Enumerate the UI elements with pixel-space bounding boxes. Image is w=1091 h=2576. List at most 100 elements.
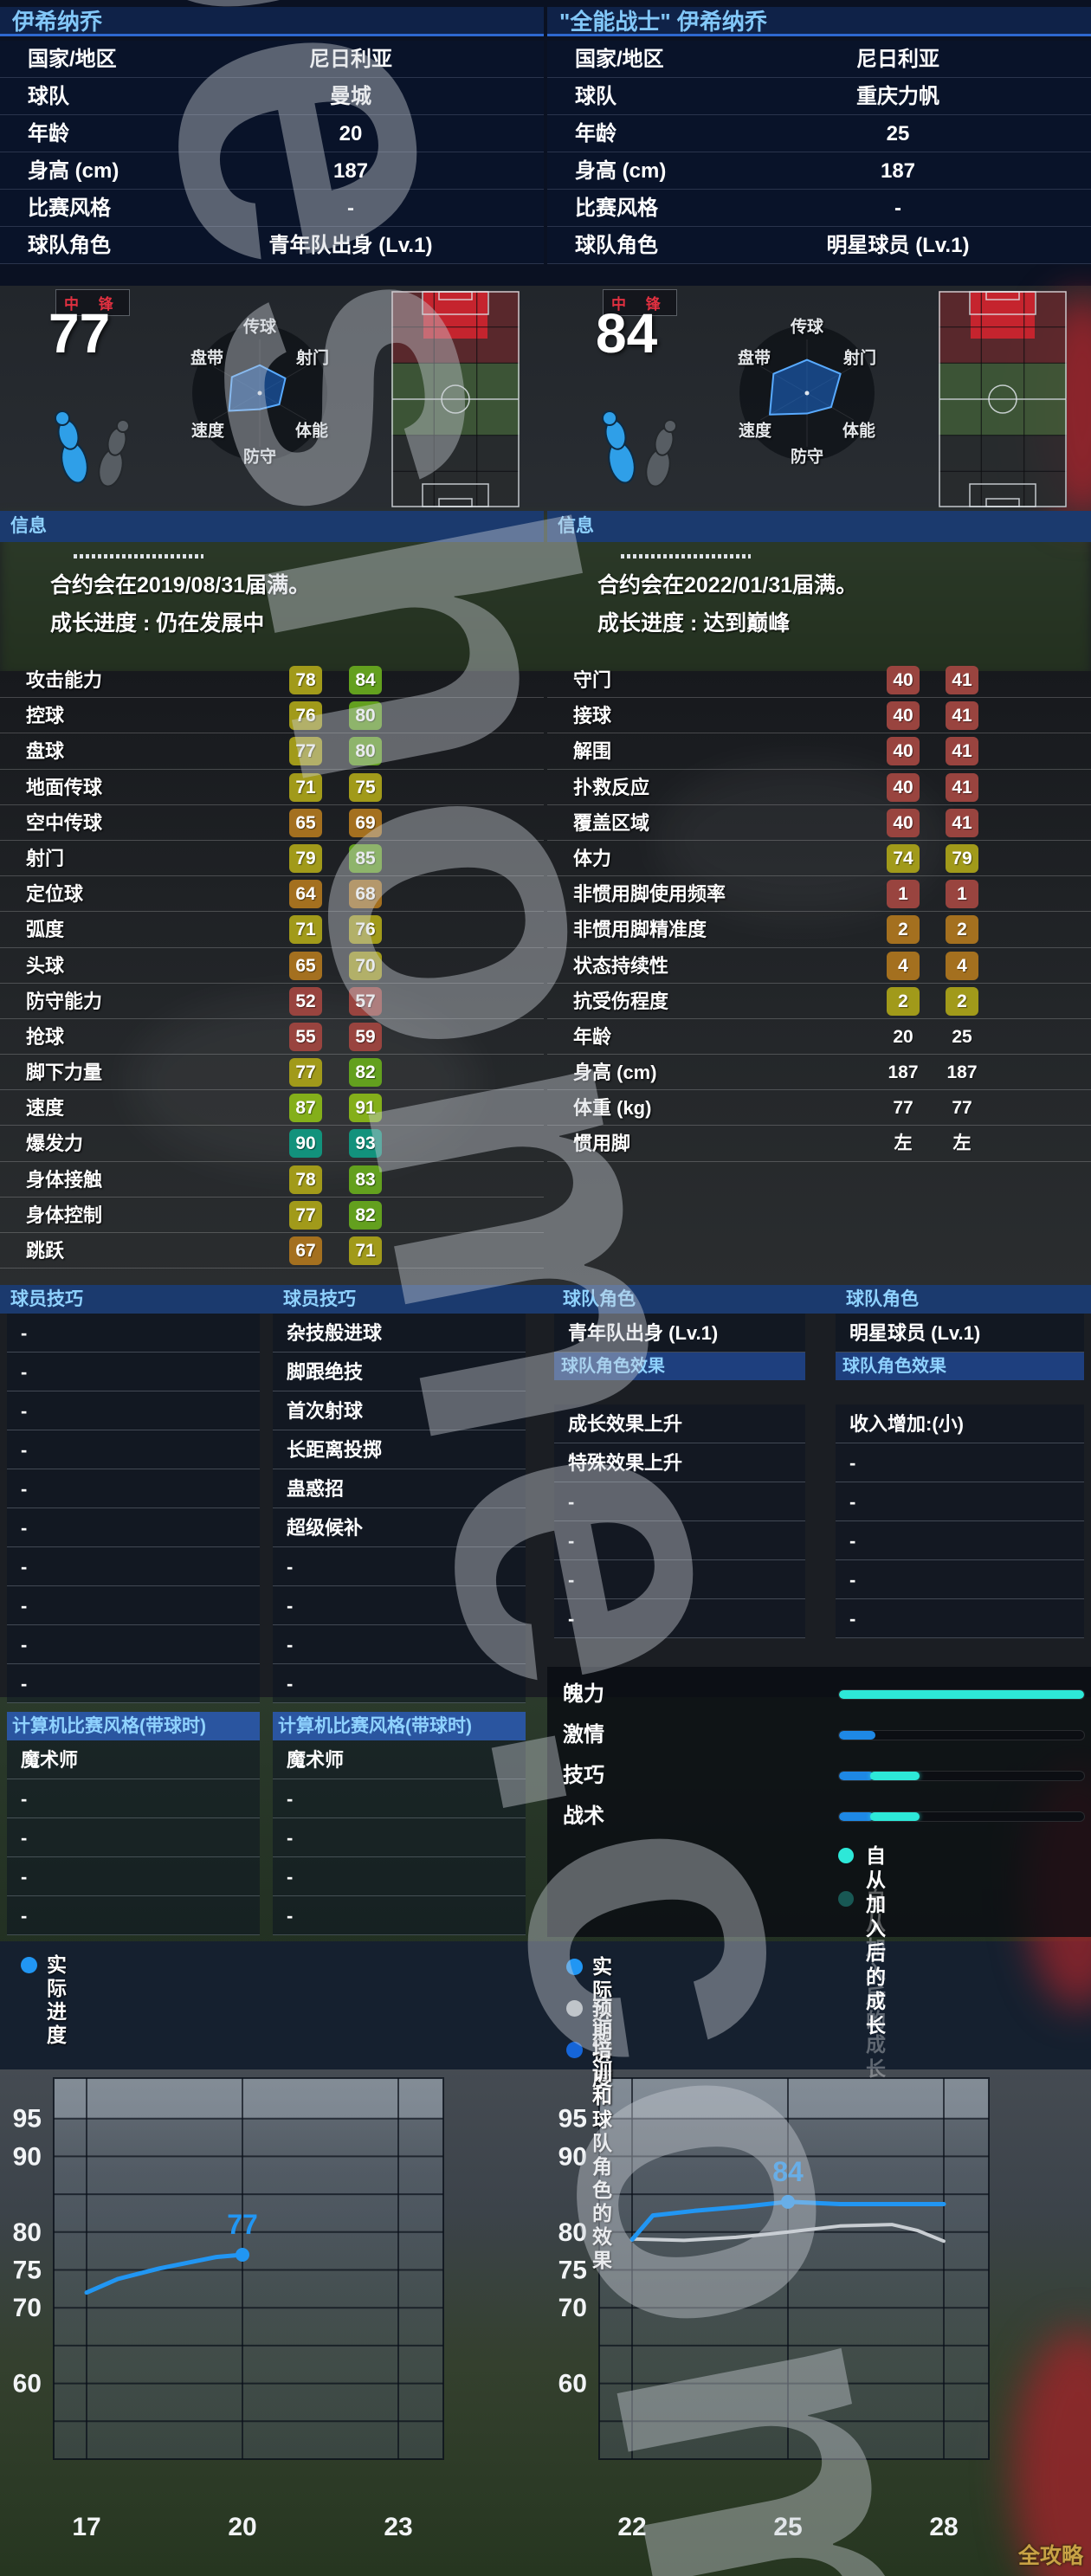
growth-chart-left: 95 90 80 75 70 60 17 20 23 77 xyxy=(13,2077,444,2541)
position-minimap xyxy=(939,291,1067,507)
svg-text:70: 70 xyxy=(558,2294,587,2322)
list-item: 魔术师 xyxy=(7,1740,260,1779)
stat-label: 头球 xyxy=(26,954,65,977)
info-row: 球队 重庆力帆 xyxy=(547,78,1091,115)
mental-stat-row: 战术 xyxy=(547,1799,1091,1834)
stat-label: 跳跃 xyxy=(26,1240,65,1262)
rating-zone: 中 锋 84 传球 射门 体能 防守 速度 盘带 xyxy=(547,277,1091,511)
list-item: - xyxy=(273,1896,526,1935)
stat-value: 187 xyxy=(946,1062,978,1083)
legend-label: 培训和球队角色的效果 xyxy=(592,2038,612,2271)
team-role-name: 明星球员 (Lv.1) xyxy=(836,1314,1084,1353)
list-item: - xyxy=(554,1560,805,1599)
info-row: 比赛风格 - xyxy=(0,190,544,227)
position-minimap xyxy=(391,291,520,507)
mental-stat-label: 激情 xyxy=(563,1723,604,1746)
list-item: - xyxy=(554,1482,805,1521)
stat-value: 67 xyxy=(289,1236,322,1265)
svg-text:70: 70 xyxy=(13,2294,42,2322)
info-row: 国家/地区 尼日利亚 xyxy=(0,41,544,78)
info-value: 青年队出身 (Lv.1) xyxy=(268,234,433,257)
list-item: 魔术师 xyxy=(273,1740,526,1779)
stat-value: 20 xyxy=(893,1026,913,1047)
stat-label: 接球 xyxy=(573,705,612,727)
section-header-team-role: 球队角色 xyxy=(563,1289,636,1309)
stat-row: 身高 (cm) 187 187 xyxy=(547,1055,1091,1091)
stat-value: 4 xyxy=(946,951,978,980)
info-label: 球队角色 xyxy=(575,234,658,257)
stat-value: 4 xyxy=(887,951,920,980)
svg-text:25: 25 xyxy=(773,2513,802,2541)
radar-axis-label: 速度 xyxy=(738,422,772,441)
stat-row: 攻击能力 78 84 xyxy=(0,662,544,699)
position-badge: 中 锋 xyxy=(55,289,130,316)
player-name-bar: "全能战士" 伊希纳乔 xyxy=(547,7,1091,36)
radar-axis-label: 防守 xyxy=(242,448,277,467)
radar-axis-label: 速度 xyxy=(190,422,225,441)
stat-value: 左 xyxy=(952,1133,972,1154)
stat-value: 84 xyxy=(349,666,382,694)
list-item: 特殊效果上升 xyxy=(554,1443,805,1482)
stat-value: 68 xyxy=(349,880,382,909)
stat-value: 左 xyxy=(894,1133,913,1154)
stat-value: 82 xyxy=(349,1200,382,1230)
radar-axis-label: 防守 xyxy=(790,448,824,467)
info-row: 球队角色 青年队出身 (Lv.1) xyxy=(0,227,544,264)
info-value: 187 xyxy=(332,159,369,183)
stat-value: 2 xyxy=(887,986,920,1016)
stat-value: 187 xyxy=(888,1062,919,1083)
list-item: - xyxy=(7,1430,260,1469)
legend-dot-icon xyxy=(838,1848,854,1863)
stat-label: 爆发力 xyxy=(26,1133,84,1155)
stat-row: 接球 40 41 xyxy=(547,698,1091,734)
stat-value: 90 xyxy=(289,1129,322,1159)
list-item: - xyxy=(7,1896,260,1935)
stat-label: 扑救反应 xyxy=(573,776,650,798)
mental-stat-row: 技巧 xyxy=(547,1759,1091,1793)
ticker-dots xyxy=(74,554,203,558)
stat-value: 85 xyxy=(349,843,382,873)
stat-label: 速度 xyxy=(26,1097,65,1120)
stat-label: 身高 (cm) xyxy=(573,1062,657,1084)
info-value: 尼日利亚 xyxy=(856,48,939,71)
section-header-com-style: 计算机比赛风格(带球时) xyxy=(273,1712,526,1740)
info-value: 明星球员 (Lv.1) xyxy=(826,234,970,257)
info-value: 20 xyxy=(339,122,363,145)
svg-text:95: 95 xyxy=(558,2105,587,2134)
stat-value: 80 xyxy=(349,701,382,731)
stat-label: 抗受伤程度 xyxy=(573,990,669,1012)
legend-label: 实际进度 xyxy=(592,1955,612,2048)
strong-foot-icon xyxy=(55,410,130,487)
list-item: - xyxy=(273,1857,526,1896)
info-value: 尼日利亚 xyxy=(309,48,392,71)
stat-value: 70 xyxy=(349,951,382,980)
stat-row: 守门 40 41 xyxy=(547,662,1091,699)
svg-text:90: 90 xyxy=(13,2142,42,2171)
list-item: - xyxy=(836,1482,1084,1521)
rating-zone: 中 锋 77 传球 射门 体能 防守 速度 盘带 xyxy=(0,277,544,511)
stat-label: 体重 (kg) xyxy=(573,1097,652,1120)
stat-row: 覆盖区域 40 41 xyxy=(547,805,1091,841)
stat-label: 地面传球 xyxy=(26,776,103,798)
section-header-skills: 球员技巧 xyxy=(10,1289,83,1309)
stat-label: 身体控制 xyxy=(26,1204,103,1226)
stat-label: 盘球 xyxy=(26,740,65,763)
section-header-team-role: 球队角色 xyxy=(846,1289,919,1309)
radar-axis-label: 盘带 xyxy=(190,349,224,368)
stat-row: 头球 65 70 xyxy=(0,948,544,984)
stat-row: 控球 76 80 xyxy=(0,698,544,734)
list-item: - xyxy=(7,1818,260,1857)
stat-value: 77 xyxy=(289,1200,322,1230)
legend-dot-icon xyxy=(21,1957,37,1973)
info-value: 187 xyxy=(880,159,916,183)
stat-row: 速度 87 91 xyxy=(0,1090,544,1127)
stats-table-attack: 攻击能力 78 84 控球 76 80 盘球 77 80 地面传球 71 75 空中传球 65 69 射门 79… xyxy=(0,662,544,1269)
radar-axis-label: 体能 xyxy=(294,422,329,441)
stat-value: 69 xyxy=(349,808,382,837)
info-label: 年龄 xyxy=(575,122,617,145)
stat-value: 2 xyxy=(946,915,978,945)
mental-stat-row: 魄力 xyxy=(547,1677,1091,1712)
stat-row: 惯用脚 左 左 xyxy=(547,1126,1091,1162)
stat-value: 76 xyxy=(349,915,382,945)
list-item: 超级候补 xyxy=(273,1508,526,1547)
